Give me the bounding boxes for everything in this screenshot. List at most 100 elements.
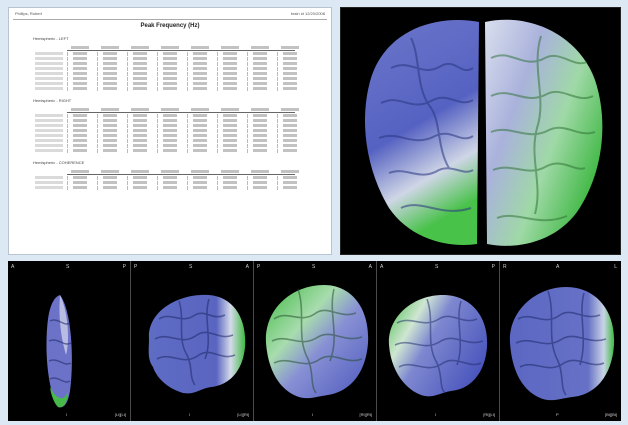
table-grid-line	[247, 114, 248, 118]
table-cell	[163, 149, 177, 152]
table-grid-line	[157, 52, 158, 56]
table-grid-line	[127, 119, 128, 123]
table-cell	[163, 87, 177, 90]
table-cell	[103, 114, 117, 117]
table-grid-line	[277, 82, 278, 86]
table-header-cell	[101, 170, 119, 173]
table-cell	[73, 186, 87, 189]
panel-view-label: [Rt][Lt]	[483, 412, 495, 417]
panel-view-label: [Lt][Lt]	[114, 412, 126, 417]
table-cell	[253, 52, 267, 55]
table-grid-line	[217, 186, 218, 190]
table-cell	[253, 77, 267, 80]
table-grid-line	[67, 144, 68, 148]
table-grid-line	[97, 124, 98, 128]
report-id-date: brain id 12/20/2008	[290, 11, 325, 16]
table-cell	[223, 124, 237, 127]
table-cell	[223, 87, 237, 90]
table-cell	[73, 82, 87, 85]
table-cell	[253, 87, 267, 90]
table-cell	[193, 119, 207, 122]
table-cell	[133, 87, 147, 90]
table-grid-line	[157, 57, 158, 61]
table-header	[67, 46, 299, 51]
table-grid-line	[247, 62, 248, 66]
table-cell	[103, 57, 117, 60]
table-row-label	[35, 87, 63, 90]
table-cell	[283, 82, 297, 85]
table-cell	[193, 129, 207, 132]
table-cell	[253, 139, 267, 142]
table-cell	[223, 139, 237, 142]
table-grid-line	[97, 72, 98, 76]
table-cell	[223, 129, 237, 132]
table-cell	[193, 176, 207, 179]
table-grid-line	[97, 149, 98, 153]
table-cell	[223, 57, 237, 60]
table-cell	[283, 72, 297, 75]
table-cell	[283, 77, 297, 80]
table-row	[35, 124, 297, 128]
table-header-cell	[221, 108, 239, 111]
table-cell	[223, 134, 237, 137]
table-grid-line	[217, 119, 218, 123]
table-cell	[253, 176, 267, 179]
table-cell	[283, 134, 297, 137]
table-row	[35, 67, 297, 71]
brain-superior-image	[365, 19, 603, 246]
orient-left: A	[11, 264, 15, 270]
table-cell	[283, 129, 297, 132]
table-grid-line	[97, 186, 98, 190]
table-cell	[253, 62, 267, 65]
orient-right: A	[368, 264, 372, 270]
table-grid-line	[97, 181, 98, 185]
frequency-table-left	[35, 46, 299, 91]
panel-center-label: I	[66, 412, 68, 417]
table-cell	[283, 149, 297, 152]
table-cell	[133, 144, 147, 147]
table-cell	[253, 134, 267, 137]
table-cell	[253, 119, 267, 122]
table-grid-line	[127, 114, 128, 118]
table-grid-line	[97, 67, 98, 71]
table-row-label	[35, 119, 63, 122]
table-grid-line	[187, 124, 188, 128]
table-cell	[163, 62, 177, 65]
table-cell	[73, 144, 87, 147]
table-cell	[73, 119, 87, 122]
table-cell	[223, 77, 237, 80]
table-cell	[103, 67, 117, 70]
table-grid-line	[67, 139, 68, 143]
table-grid-line	[247, 144, 248, 148]
panel-view-label: [Lt][Rt]	[237, 412, 249, 417]
table-row	[35, 72, 297, 76]
table-grid-line	[127, 124, 128, 128]
table-cell	[163, 186, 177, 189]
table-grid-line	[127, 62, 128, 66]
table-grid-line	[247, 124, 248, 128]
table-cell	[133, 124, 147, 127]
table-grid-line	[247, 134, 248, 138]
table-cell	[103, 77, 117, 80]
table-cell	[73, 114, 87, 117]
table-grid-line	[127, 67, 128, 71]
table-cell	[103, 82, 117, 85]
table-grid-line	[187, 144, 188, 148]
table-grid-line	[97, 144, 98, 148]
table-cell	[133, 114, 147, 117]
table-cell	[193, 72, 207, 75]
table-grid-line	[187, 67, 188, 71]
table-cell	[283, 114, 297, 117]
table-grid-line	[187, 87, 188, 91]
table-header-cell	[281, 170, 299, 173]
table-header-cell	[191, 108, 209, 111]
table-grid-line	[157, 124, 158, 128]
table-grid-line	[187, 119, 188, 123]
table-cell	[193, 144, 207, 147]
table-grid-line	[127, 87, 128, 91]
table-grid-line	[157, 176, 158, 180]
table-cell	[163, 82, 177, 85]
table-cell	[73, 72, 87, 75]
table-grid-line	[187, 82, 188, 86]
table-cell	[163, 139, 177, 142]
